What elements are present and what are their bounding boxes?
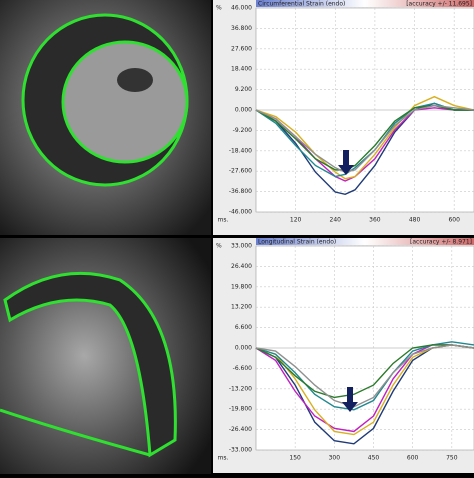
x-tick-label: 150 xyxy=(289,455,301,462)
y-axis-label: % xyxy=(216,5,222,12)
y-tick-label: -26.400 xyxy=(229,426,252,433)
y-tick-label: -13.200 xyxy=(229,385,252,392)
x-axis-label: ms. xyxy=(218,217,229,224)
strain-line xyxy=(255,104,474,173)
y-tick-label: 36.800 xyxy=(231,25,252,32)
mri-short-axis xyxy=(0,0,211,235)
y-tick-label: 9.200 xyxy=(235,86,252,93)
y-tick-label: 18.400 xyxy=(231,66,252,73)
y-tick-label: -9.200 xyxy=(233,127,253,134)
chart-title: Longitudinal Strain (endo) xyxy=(258,239,336,246)
chart-subtitle: [accuracy +/- 8.971] xyxy=(410,239,472,246)
strain-line xyxy=(255,344,474,399)
strain-line xyxy=(255,344,474,408)
chart-title: Circumferential Strain (endo) xyxy=(258,1,345,8)
mri-long-axis xyxy=(0,238,211,474)
x-tick-label: 450 xyxy=(368,455,380,462)
strain-line xyxy=(255,95,474,180)
y-tick-label: -46.000 xyxy=(229,209,252,216)
y-tick-label: 27.600 xyxy=(231,45,252,52)
y-axis-label: % xyxy=(216,243,222,250)
y-tick-label: -19.800 xyxy=(229,406,252,413)
arrows xyxy=(338,150,358,412)
x-axis-label: ms. xyxy=(218,455,229,462)
y-tick-label: 26.400 xyxy=(231,263,252,270)
x-tick-label: 300 xyxy=(329,455,341,462)
y-tick-label: -18.400 xyxy=(229,147,252,154)
y-tick-label: -6.600 xyxy=(233,365,253,372)
header xyxy=(256,238,474,245)
chart-subtitle: [accuracy +/- 11.695] xyxy=(406,1,472,8)
x-tick-label: 360 xyxy=(369,217,381,224)
y-tick-label: 46.000 xyxy=(231,5,252,12)
y-tick-label: 6.600 xyxy=(235,324,252,331)
y-tick-label: 13.200 xyxy=(231,304,252,311)
x-tick-label: 600 xyxy=(407,455,419,462)
x-tick-label: 120 xyxy=(290,217,302,224)
y-tick-label: -27.600 xyxy=(229,168,252,175)
y-tick-label: 0.000 xyxy=(235,345,252,352)
strain-line xyxy=(255,102,474,178)
x-tick-label: 480 xyxy=(409,217,421,224)
x-tick-label: 600 xyxy=(448,217,460,224)
y-tick-label: 19.800 xyxy=(231,283,252,290)
y-tick-label: 33.000 xyxy=(231,243,252,250)
y-tick-label: -33.000 xyxy=(229,447,252,454)
y-tick-label: 0.000 xyxy=(235,107,252,114)
y-tick-label: -36.800 xyxy=(229,188,252,195)
x-tick-label: 240 xyxy=(330,217,342,224)
x-tick-label: 750 xyxy=(446,455,458,462)
header xyxy=(256,0,474,7)
